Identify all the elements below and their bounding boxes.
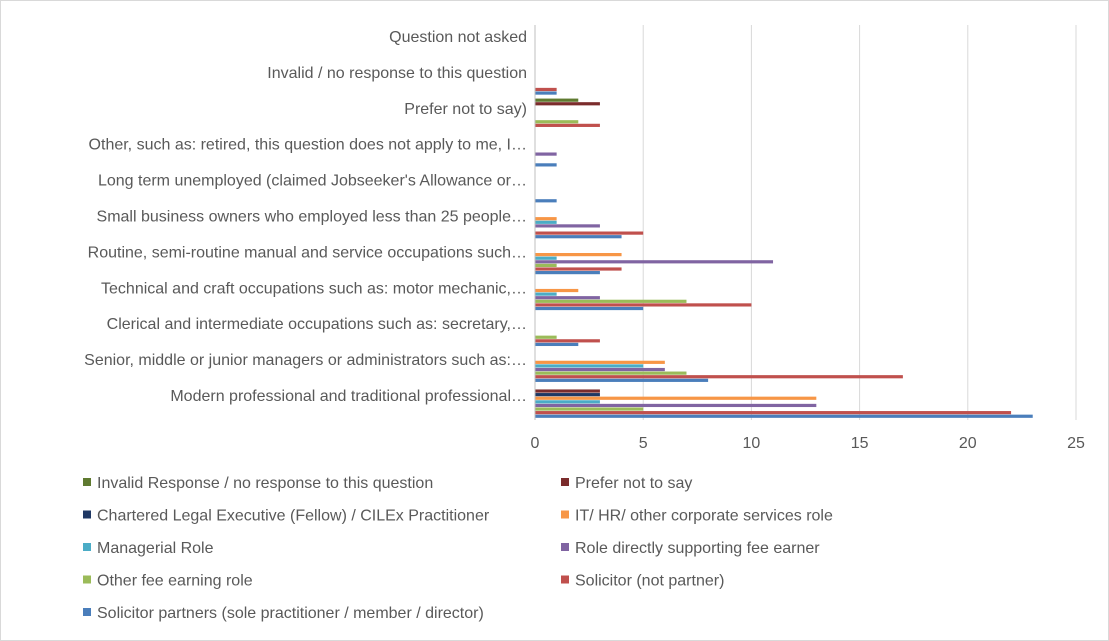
- bar: [535, 120, 579, 124]
- bar: [535, 403, 817, 408]
- legend-swatch: [83, 478, 91, 486]
- bar: [535, 306, 644, 311]
- x-tick-label: 20: [959, 435, 977, 452]
- x-tick-label: 0: [531, 435, 540, 452]
- bar: [535, 339, 600, 343]
- bar: [535, 253, 622, 257]
- x-tick-label: 5: [639, 435, 648, 452]
- bar: [535, 152, 557, 156]
- legend-swatch: [83, 608, 91, 616]
- x-tick-label: 25: [1067, 435, 1085, 452]
- bar: [535, 411, 1012, 415]
- bar: [535, 296, 600, 300]
- tick-labels: 0 5 10 15 20 25: [531, 435, 1085, 452]
- bar: [535, 342, 579, 347]
- bar: [535, 87, 557, 92]
- bar: [535, 396, 817, 400]
- bar: [535, 199, 557, 203]
- bar: [535, 231, 644, 235]
- bar: [535, 102, 600, 106]
- bar: [535, 371, 687, 375]
- legend-label: Solicitor (not partner): [575, 573, 724, 590]
- category-label: Question not asked: [389, 29, 527, 46]
- legend-swatch: [83, 575, 91, 584]
- bars: [535, 87, 1033, 418]
- bar: [535, 91, 557, 95]
- bar: [535, 299, 687, 303]
- bar: [535, 163, 557, 167]
- category-labels: Modern professional and traditional prof…: [84, 29, 527, 405]
- category-label: Prefer not to say): [404, 101, 527, 118]
- x-tick-label: 10: [743, 435, 761, 452]
- legend-swatch: [561, 510, 569, 519]
- category-label: Clerical and intermediate occupations su…: [107, 316, 527, 333]
- category-label: Senior, middle or junior managers or adm…: [84, 352, 527, 369]
- bar: [535, 98, 579, 102]
- bar: [535, 400, 600, 404]
- bar: [535, 224, 600, 228]
- legend-label: Other fee earning role: [97, 573, 253, 590]
- legend-swatch: [561, 478, 569, 486]
- legend-label: Role directly supporting fee earner: [575, 540, 820, 557]
- bar: [535, 407, 644, 411]
- x-tick-label: 15: [851, 435, 869, 452]
- legend-label: IT/ HR/ other corporate services role: [575, 508, 833, 525]
- legend-label: Managerial Role: [97, 540, 214, 557]
- category-label: Other, such as: retired, this question d…: [89, 137, 527, 154]
- bar: [535, 220, 557, 224]
- legend-label: Invalid Response / no response to this q…: [97, 475, 433, 492]
- bar: [535, 271, 600, 275]
- category-label: Small business owners who employed less …: [97, 209, 527, 226]
- bar: [535, 288, 579, 293]
- bar: [535, 389, 600, 393]
- legend-swatch: [83, 510, 91, 519]
- bar: [535, 217, 557, 221]
- category-label: Modern professional and traditional prof…: [170, 388, 527, 405]
- gridlines: [642, 25, 1077, 420]
- bar: [535, 263, 557, 268]
- bar: [535, 303, 752, 307]
- bar: [535, 393, 600, 397]
- bar: [535, 360, 665, 364]
- bar: [535, 292, 557, 296]
- bar: [535, 414, 1033, 418]
- bar: [535, 123, 600, 127]
- legend-label: Prefer not to say: [575, 475, 692, 492]
- legend-swatch: [561, 543, 569, 551]
- legend-swatch: [561, 575, 569, 584]
- bar: [535, 364, 644, 368]
- bar: [535, 375, 903, 379]
- bar: [535, 267, 622, 271]
- bar: [535, 260, 774, 264]
- legend-swatch: [83, 543, 91, 551]
- bar: [535, 378, 709, 382]
- legend-label: Chartered Legal Executive (Fellow) / CIL…: [97, 508, 490, 525]
- legend-label: Solicitor partners (sole practitioner / …: [97, 605, 484, 622]
- category-label: Technical and craft occupations such as:…: [101, 280, 527, 297]
- bar: [535, 256, 557, 260]
- category-label: Routine, semi-routine manual and service…: [88, 244, 527, 261]
- bar: [535, 367, 665, 372]
- bar: [535, 235, 622, 239]
- bar: [535, 335, 557, 339]
- legend: Invalid Response / no response to this q…: [83, 475, 833, 622]
- category-label: Long term unemployed (claimed Jobseeker'…: [98, 173, 527, 190]
- category-label: Invalid / no response to this question: [267, 65, 527, 82]
